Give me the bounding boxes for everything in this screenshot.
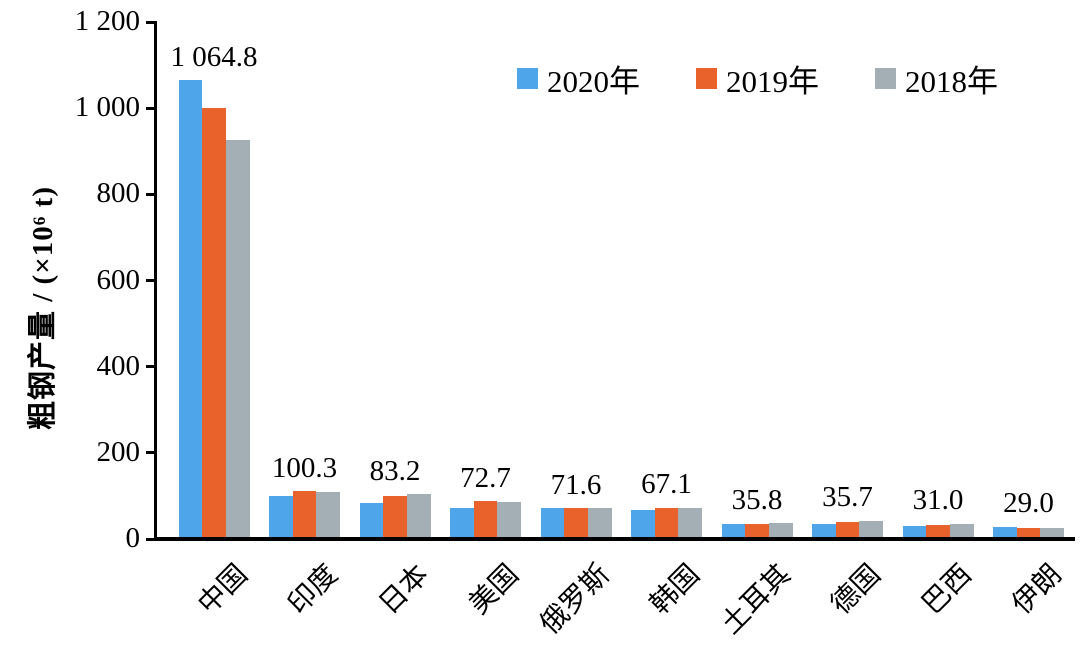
x-tick-label: 韩国 — [644, 558, 707, 621]
x-axis-line — [154, 537, 1075, 541]
y-tick-mark — [146, 365, 157, 369]
bar — [902, 525, 927, 539]
x-tick-label: 美国 — [463, 558, 526, 621]
bar — [540, 508, 565, 539]
bar — [359, 503, 384, 539]
y-tick-mark — [146, 451, 157, 455]
y-axis-title: 粗钢产量 / (×10⁶ t) — [27, 186, 59, 430]
y-tick-label: 400 — [96, 349, 141, 382]
bar — [835, 521, 860, 539]
bar — [768, 522, 793, 539]
y-tick-label: 800 — [96, 177, 141, 210]
bar-value-label: 67.1 — [641, 468, 692, 501]
bar-value-label: 35.7 — [822, 481, 873, 514]
y-tick-label: 200 — [96, 435, 141, 468]
bar-value-label: 72.7 — [460, 461, 511, 494]
bar — [631, 510, 655, 539]
legend-label: 2020年 — [547, 64, 640, 99]
bar — [178, 80, 203, 539]
legend-item: 2019年 — [696, 56, 819, 101]
bar — [497, 501, 522, 539]
bar-value-label: 29.0 — [1003, 487, 1054, 520]
bar — [269, 495, 293, 539]
bar-value-label: 31.0 — [912, 484, 964, 517]
bar — [587, 507, 612, 539]
bar — [1040, 528, 1065, 539]
bar — [316, 491, 341, 539]
y-tick-mark — [146, 192, 157, 196]
bar — [225, 140, 250, 539]
y-tick-label: 1 200 — [74, 4, 140, 37]
x-tick-label: 印度 — [282, 558, 345, 621]
y-tick-mark — [146, 106, 157, 110]
bar — [678, 507, 703, 539]
bar — [383, 496, 407, 539]
y-tick-mark — [146, 20, 157, 24]
bar — [926, 524, 950, 539]
legend-swatch — [696, 68, 717, 89]
bar — [202, 107, 226, 539]
bar — [993, 526, 1017, 539]
legend-label: 2018年 — [905, 64, 998, 99]
legend-swatch — [517, 68, 538, 89]
y-tick-label: 1 000 — [74, 90, 140, 123]
x-tick-label: 中国 — [192, 558, 254, 621]
y-tick-label: 0 — [125, 521, 141, 554]
bar — [406, 494, 431, 539]
bar — [949, 523, 974, 539]
y-tick-label: 600 — [96, 263, 141, 296]
legend: 2020年 2019年 2018年 — [517, 56, 998, 101]
bar — [450, 507, 474, 539]
y-tick-mark — [146, 537, 157, 541]
legend-label: 2019年 — [726, 64, 819, 99]
bar — [812, 523, 836, 539]
bar-value-label: 35.8 — [731, 483, 783, 516]
x-tick-label: 土耳其 — [715, 558, 797, 641]
bar-value-label: 83.2 — [369, 454, 421, 487]
legend-swatch — [875, 68, 896, 89]
bar — [721, 523, 746, 539]
bar — [564, 508, 588, 539]
bar-value-label: 1 064.8 — [170, 40, 258, 73]
bar — [1016, 527, 1041, 539]
legend-item: 2020年 — [517, 56, 640, 101]
y-tick-mark — [146, 279, 157, 282]
legend-item: 2018年 — [875, 56, 998, 101]
bar-value-label: 100.3 — [271, 451, 338, 484]
bar — [473, 501, 498, 539]
bar-value-label: 71.6 — [550, 468, 602, 501]
x-tick-label: 伊朗 — [1006, 558, 1069, 621]
x-tick-label: 德国 — [825, 558, 888, 621]
bar — [654, 508, 679, 539]
x-tick-label: 日本 — [373, 558, 435, 621]
bar — [292, 491, 317, 539]
x-tick-label: 俄罗斯 — [534, 558, 616, 641]
x-tick-label: 巴西 — [916, 558, 978, 621]
bar — [859, 520, 884, 539]
bar — [745, 524, 769, 539]
